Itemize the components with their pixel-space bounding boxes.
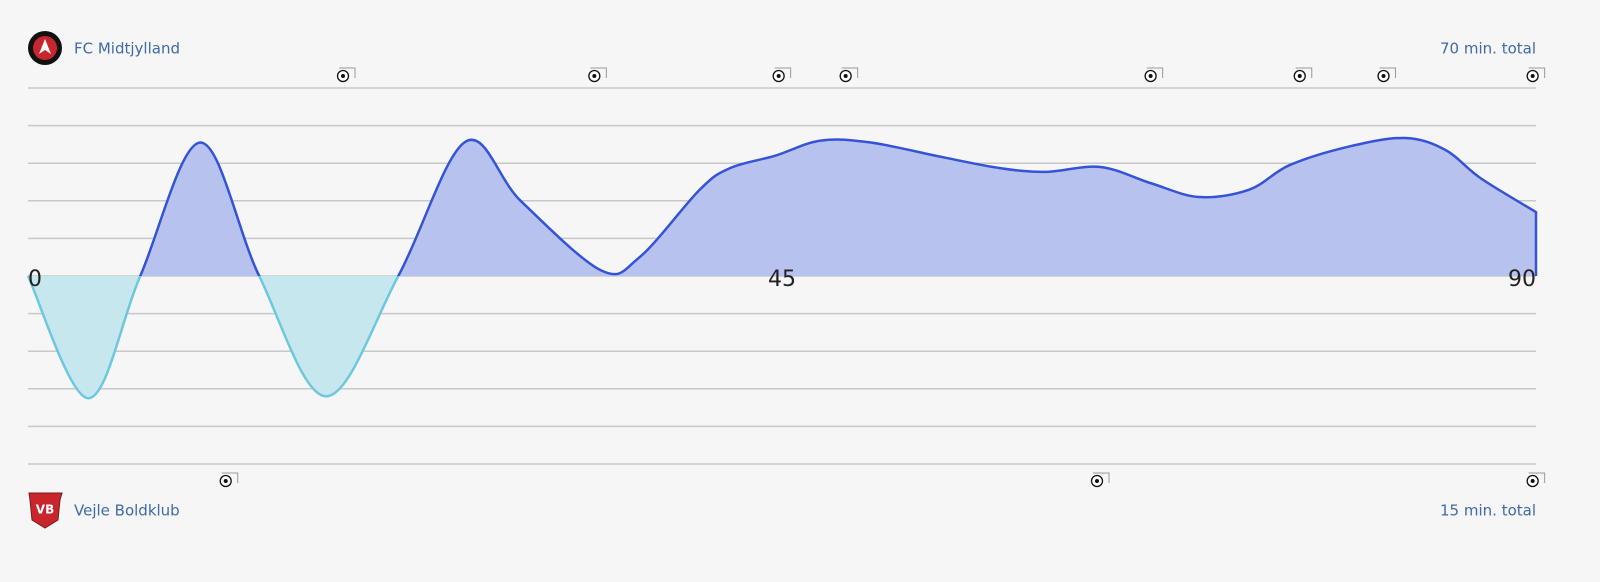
home-logo xyxy=(28,31,62,65)
goal-ball-patch xyxy=(1381,74,1386,78)
home-team: FC Midtjylland xyxy=(74,40,180,58)
goal-flag xyxy=(221,472,239,483)
goal-icon xyxy=(219,472,239,488)
goal-flag xyxy=(1528,67,1546,78)
goal-ball-patch xyxy=(223,479,228,483)
goal-ball-patch xyxy=(1095,479,1100,483)
goal-icon xyxy=(588,67,607,83)
x-tick-label: 0 xyxy=(28,267,42,292)
goal-icon xyxy=(1526,67,1546,83)
goal-flag xyxy=(590,67,607,78)
goal-flag xyxy=(841,67,859,78)
momentum-area xyxy=(28,137,1536,399)
away-total: 15 min. total xyxy=(1440,502,1536,520)
goal-ball-patch xyxy=(592,74,597,78)
goal-ball-patch xyxy=(843,74,848,78)
goal-icon xyxy=(1377,67,1397,83)
goal-flag xyxy=(1379,67,1397,78)
goal-icon xyxy=(336,67,356,83)
goal-ball-patch xyxy=(1530,479,1535,483)
goal-icon xyxy=(1293,67,1313,83)
goal-ball-patch xyxy=(1148,74,1153,78)
goal-ball-patch xyxy=(1530,74,1535,78)
goal-flag xyxy=(1146,67,1164,78)
goal-flag xyxy=(1528,472,1546,483)
goal-icon xyxy=(772,67,792,83)
x-tick-label: 45 xyxy=(768,267,796,292)
svg-text:VB: VB xyxy=(36,503,54,517)
away-logo: VB xyxy=(28,492,63,529)
momentum-line xyxy=(26,136,1538,400)
goal-flag xyxy=(1093,472,1110,483)
goal-flag xyxy=(1295,67,1313,78)
goal-icon xyxy=(839,67,859,83)
away-team: Vejle Boldklub xyxy=(74,502,180,520)
goal-icon xyxy=(1526,472,1546,488)
goal-icon xyxy=(1090,472,1110,488)
x-tick-label: 90 xyxy=(1508,267,1536,292)
home-total: 70 min. total xyxy=(1440,40,1536,58)
goal-flag xyxy=(774,67,792,78)
goal-flag xyxy=(339,67,356,78)
goal-icon xyxy=(1144,67,1164,83)
goal-ball-patch xyxy=(341,74,346,78)
goal-ball-patch xyxy=(1297,74,1302,78)
goal-ball-patch xyxy=(776,74,781,78)
